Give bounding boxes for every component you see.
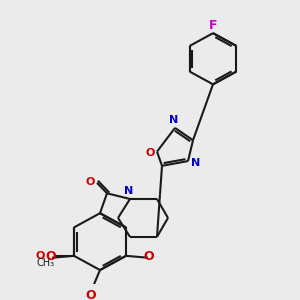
Text: O: O (35, 251, 45, 261)
Text: N: N (191, 158, 201, 168)
Text: CH₃: CH₃ (37, 258, 55, 268)
Text: O: O (145, 148, 155, 158)
Text: O: O (144, 250, 154, 263)
Text: N: N (169, 115, 178, 125)
Text: O: O (86, 289, 96, 300)
Text: F: F (209, 19, 217, 32)
Text: O: O (46, 250, 56, 263)
Text: O: O (85, 177, 95, 187)
Text: N: N (124, 186, 134, 197)
